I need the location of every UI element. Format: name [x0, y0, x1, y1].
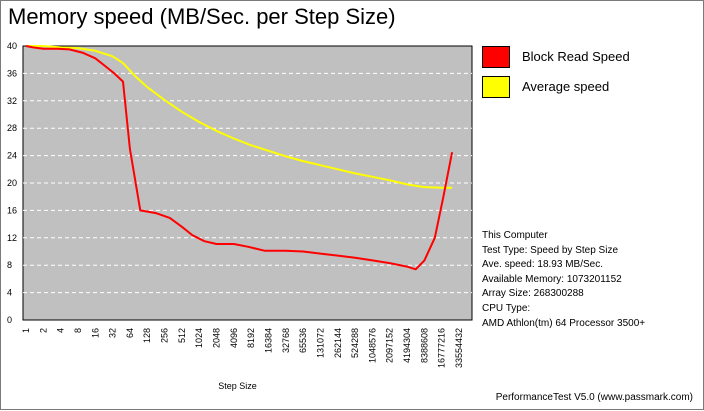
- legend-item-block-read: Block Read Speed: [482, 46, 692, 68]
- y-tick-label-32: 32: [7, 96, 17, 106]
- y-tick-label-8: 8: [7, 260, 12, 270]
- x-tick-label-2: 2: [38, 328, 48, 333]
- x-tick-label-8: 8: [73, 328, 83, 333]
- x-tick-label-16384: 16384: [263, 328, 273, 353]
- y-tick-label-16: 16: [7, 205, 17, 215]
- x-tick-label-262144: 262144: [333, 328, 343, 358]
- x-tick-label-524288: 524288: [350, 328, 360, 358]
- footer-credit: PerformanceTest V5.0 (www.passmark.com): [495, 392, 693, 403]
- y-tick-label-28: 28: [7, 123, 17, 133]
- x-tick-label-65536: 65536: [298, 328, 308, 353]
- x-tick-label-2048: 2048: [212, 328, 222, 348]
- x-tick-label-4: 4: [56, 328, 66, 333]
- x-tick-label-64: 64: [125, 328, 135, 338]
- info-available-memory: Available Memory: 1073201152: [482, 273, 622, 285]
- x-tick-label-4194304: 4194304: [402, 328, 412, 363]
- x-axis-label: Step Size: [218, 381, 257, 391]
- x-tick-label-32768: 32768: [281, 328, 291, 353]
- x-tick-label-1024: 1024: [194, 328, 204, 348]
- x-tick-label-131072: 131072: [315, 328, 325, 358]
- x-tick-label-128: 128: [142, 328, 152, 343]
- y-tick-label-12: 12: [7, 233, 17, 243]
- info-ave-speed: Ave. speed: 18.93 MB/Sec.: [482, 259, 604, 271]
- x-tick-label-8388608: 8388608: [419, 328, 429, 363]
- chart-title: Memory speed (MB/Sec. per Step Size): [8, 4, 396, 29]
- x-tick-label-2097152: 2097152: [385, 328, 395, 363]
- y-tick-label-36: 36: [7, 68, 17, 78]
- series-line-average-speed: [26, 45, 453, 189]
- x-tick-label-256: 256: [160, 328, 170, 343]
- legend-label-block-read: Block Read Speed: [522, 49, 630, 64]
- series-line-block-read-speed: [25, 45, 454, 271]
- x-tick-label-1048576: 1048576: [367, 328, 377, 363]
- legend-swatch-average: [482, 76, 510, 98]
- x-tick-label-32: 32: [108, 328, 118, 338]
- y-tick-label-4: 4: [7, 288, 12, 298]
- info-test-type: Test Type: Speed by Step Size: [482, 244, 619, 256]
- legend-swatch-block-read: [482, 46, 510, 68]
- legend-item-average: Average speed: [482, 76, 692, 98]
- legend-label-average: Average speed: [522, 79, 610, 94]
- x-tick-label-512: 512: [177, 328, 187, 343]
- y-tick-label-24: 24: [7, 151, 17, 161]
- info-computer: This Computer: [482, 230, 548, 241]
- x-tick-label-16: 16: [90, 328, 100, 338]
- x-tick-label-1: 1: [21, 328, 31, 333]
- test-info-panel: This Computer Test Type: Speed by Step S…: [482, 229, 645, 331]
- info-array-size: Array Size: 268300288: [482, 288, 584, 300]
- x-tick-label-8192: 8192: [246, 328, 256, 348]
- x-tick-label-4096: 4096: [229, 328, 239, 348]
- y-tick-label-20: 20: [7, 178, 17, 188]
- x-tick-label-16777216: 16777216: [437, 328, 447, 368]
- info-cpu-type-label: CPU Type:: [482, 302, 531, 314]
- info-cpu-type-value: AMD Athlon(tm) 64 Processor 3500+: [482, 317, 646, 329]
- y-tick-label-0: 0: [7, 315, 12, 325]
- y-tick-label-40: 40: [7, 41, 17, 51]
- x-tick-label-33554432: 33554432: [454, 328, 464, 368]
